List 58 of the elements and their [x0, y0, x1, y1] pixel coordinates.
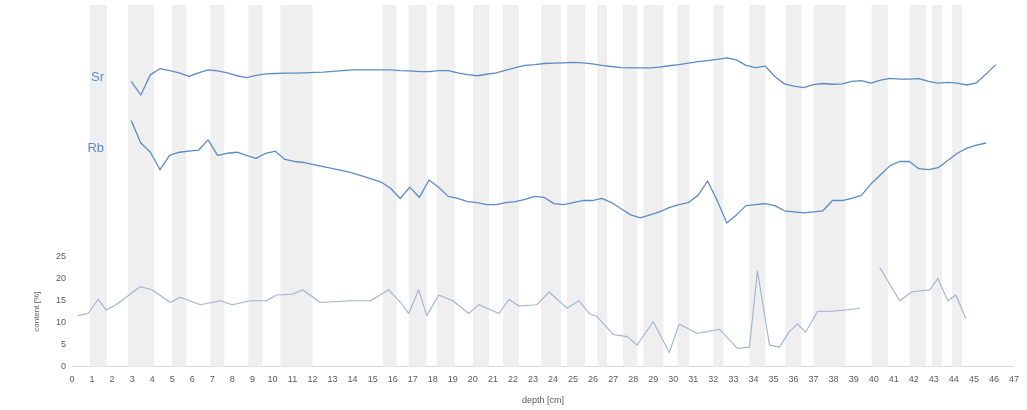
- x-tick-label: 3: [129, 374, 135, 385]
- x-tick-label: 12: [307, 374, 318, 385]
- x-tick-label: 8: [229, 374, 235, 385]
- x-tick-label: 24: [548, 374, 559, 385]
- x-tick-label: 32: [708, 374, 719, 385]
- x-tick-label: 18: [427, 374, 438, 385]
- x-tick-label: 19: [447, 374, 458, 385]
- x-tick-label: 23: [527, 374, 538, 385]
- x-tick-label: 10: [267, 374, 278, 385]
- text: Sr: [91, 68, 105, 84]
- x-tick-label: 26: [588, 374, 599, 385]
- x-tick-label: 28: [628, 374, 639, 385]
- x-tick-label: 20: [467, 374, 478, 385]
- x-tick-label: 7: [209, 374, 215, 385]
- x-tick-label: 40: [868, 374, 879, 385]
- text: Rb: [87, 140, 104, 156]
- x-tick-label: 13: [327, 374, 338, 385]
- x-tick-label: 29: [648, 374, 659, 385]
- x-tick-label: 39: [848, 374, 859, 385]
- x-tick-label: 16: [387, 374, 398, 385]
- x-tick-label: 5: [169, 374, 175, 385]
- x-tick-label: 14: [347, 374, 358, 385]
- x-tick-label: 17: [407, 374, 418, 385]
- x-tick-label: 2: [109, 374, 115, 385]
- x-tick-label: 35: [768, 374, 779, 385]
- x-tick-label: 22: [507, 374, 518, 385]
- x-tick-label: 41: [888, 374, 899, 385]
- x-tick-label: 43: [928, 374, 939, 385]
- y-tick-label: 15: [55, 295, 66, 306]
- x-tick-label: 47: [1008, 374, 1019, 385]
- x-tick-label: 30: [668, 374, 679, 385]
- x-tick-label: 25: [568, 374, 579, 385]
- y-axis-title: content [%]: [32, 291, 41, 332]
- x-axis-title: depth [cm]: [521, 395, 565, 406]
- x-tick-label: 38: [828, 374, 839, 385]
- x-tick-label: 37: [808, 374, 819, 385]
- x-tick-label: 0: [69, 374, 75, 385]
- y-tick-label: 20: [55, 273, 66, 284]
- x-tick-label: 27: [608, 374, 619, 385]
- x-tick-label: 21: [487, 374, 498, 385]
- x-tick-label: 42: [908, 374, 919, 385]
- x-tick-label: 6: [189, 374, 195, 385]
- x-tick-label: 9: [249, 374, 255, 385]
- x-tick-label: 11: [287, 374, 298, 385]
- x-tick-label: 44: [948, 374, 959, 385]
- y-tick-label: 0: [60, 360, 66, 371]
- x-tick-label: 15: [367, 374, 378, 385]
- x-tick-label: 46: [988, 374, 999, 385]
- x-tick-label: 36: [788, 374, 799, 385]
- x-tick-label: 31: [688, 374, 699, 385]
- y-tick-label: 25: [55, 251, 66, 262]
- y-tick-label: 10: [55, 317, 66, 328]
- x-tick-label: 4: [149, 374, 155, 385]
- x-tick-label: 34: [748, 374, 759, 385]
- y-tick-label: 5: [60, 339, 66, 349]
- x-tick-label: 33: [728, 374, 739, 385]
- x-tick-label: 45: [968, 374, 979, 385]
- x-tick-label: 1: [89, 374, 95, 385]
